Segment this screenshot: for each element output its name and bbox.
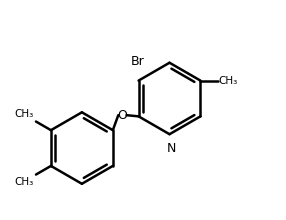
Text: CH₃: CH₃ [14,177,34,187]
Text: CH₃: CH₃ [14,109,34,119]
Text: N: N [167,142,176,155]
Text: CH₃: CH₃ [219,76,238,86]
Text: Br: Br [130,55,144,68]
Text: O: O [118,109,127,122]
